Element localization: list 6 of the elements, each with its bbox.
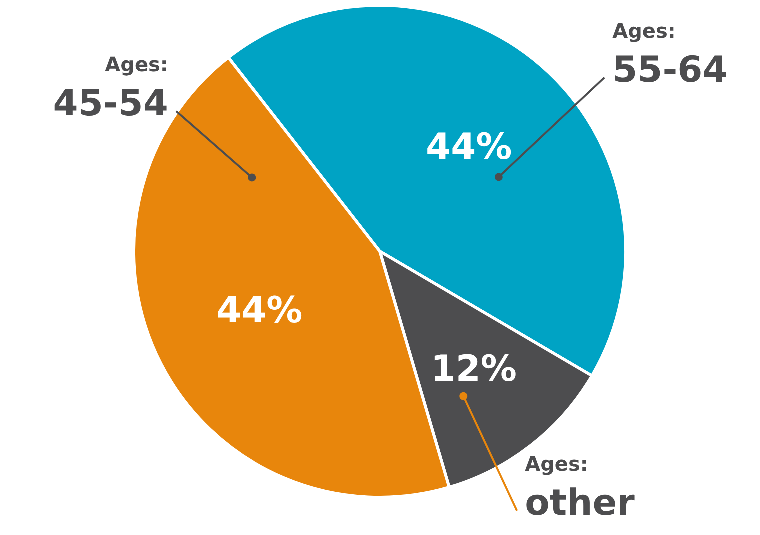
data-label: 44%: [426, 127, 512, 168]
slice-label: Ages: other: [525, 452, 636, 524]
data-label: 44%: [216, 290, 303, 332]
slice-label: Ages: 45-54: [53, 52, 168, 124]
slice-label: Ages: 55-64: [612, 18, 728, 91]
data-label: 12%: [430, 349, 517, 390]
